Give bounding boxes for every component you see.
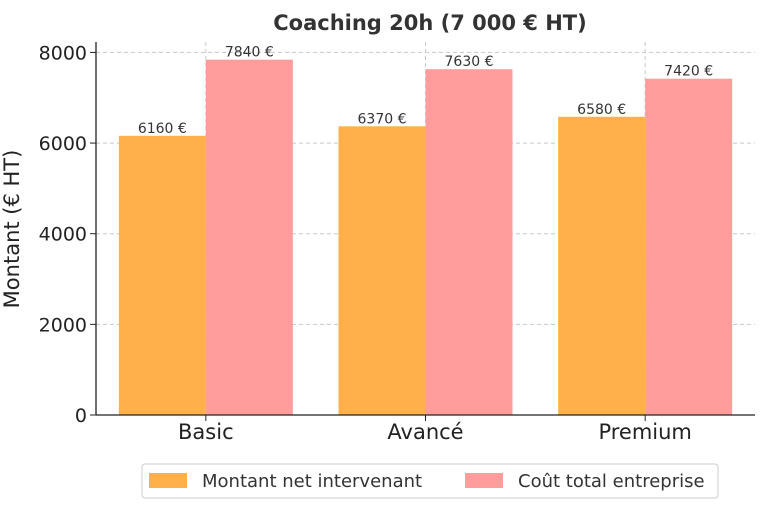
y-tick-label: 0 [75,405,87,427]
data-label: 6160 € [138,121,187,137]
legend-label: Coût total entreprise [518,471,705,492]
data-label: 7420 € [664,64,713,80]
legend-swatch [465,473,503,488]
x-tick-label: Basic [178,420,234,444]
bar [645,78,733,415]
legend-label: Montant net intervenant [202,471,422,492]
y-tick-label: 6000 [39,133,87,155]
y-tick-label: 2000 [39,314,87,336]
chart-title: Coaching 20h (7 000 € HT) [273,11,586,35]
bar [558,116,646,416]
data-label: 7630 € [445,54,494,70]
y-tick-label: 8000 [39,42,87,64]
bar [338,126,426,416]
legend-frame [141,463,719,499]
data-label: 6370 € [358,111,407,127]
y-tick-label: 4000 [39,224,87,246]
bars [118,59,733,416]
bar [425,69,513,415]
x-tick-label: Avancé [387,420,463,444]
bar [118,135,206,415]
x-tick-label: Premium [598,420,691,444]
bar [205,59,293,416]
legend-swatch [149,473,187,488]
axes: 0 2000 4000 6000 8000 Basic Avancé Premium [39,42,755,444]
legend: Montant net intervenant Coût total entrep… [141,463,719,499]
y-axis-label: Montant (€ HT) [0,150,24,309]
data-labels: 6160 € 6370 € 6580 € 7840 € 7630 € 7420 € [138,45,713,137]
data-label: 6580 € [577,102,626,118]
data-label: 7840 € [225,45,274,61]
